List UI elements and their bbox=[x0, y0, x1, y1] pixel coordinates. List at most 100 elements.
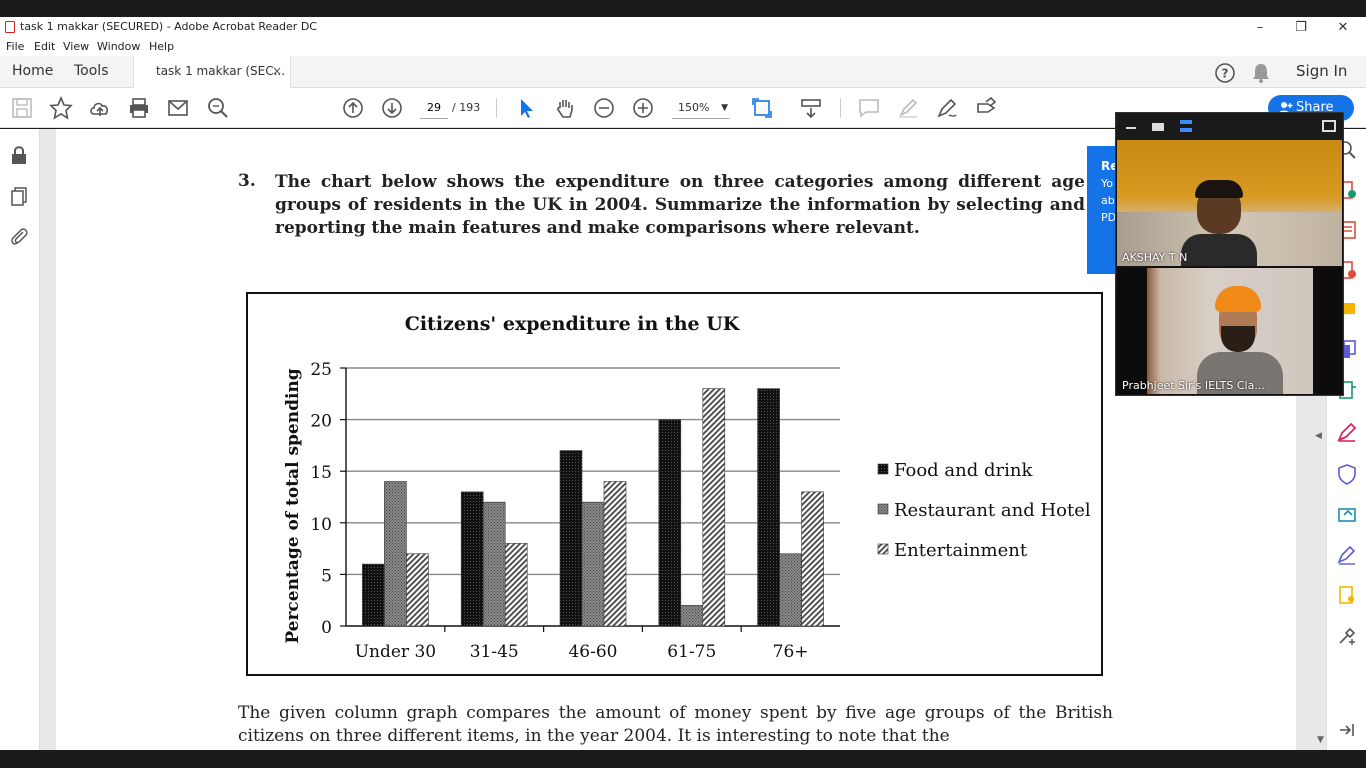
video-minimize-icon[interactable] bbox=[1126, 127, 1136, 129]
participant-video-2[interactable]: Prabhjeet Sir's IELTS Cla... bbox=[1117, 268, 1342, 394]
menu-window[interactable]: Window bbox=[97, 40, 141, 53]
sign-in-button[interactable]: Sign In bbox=[1296, 62, 1348, 80]
bar bbox=[658, 419, 682, 627]
tab-bar: Home Tools task 1 makkar (SEC... × ? Sig… bbox=[0, 56, 1366, 89]
bar bbox=[779, 553, 802, 627]
chart-bars bbox=[362, 388, 824, 627]
left-sidebar: ◀ bbox=[0, 129, 51, 750]
y-tick-label: 20 bbox=[310, 412, 332, 432]
scroll-mode-icon[interactable] bbox=[799, 96, 823, 120]
hand-tool-icon[interactable] bbox=[553, 96, 577, 120]
tab-close-icon[interactable]: × bbox=[271, 64, 282, 78]
info-popup[interactable]: Re Yo ab PD bbox=[1087, 146, 1117, 274]
y-tick-label: 0 bbox=[321, 618, 332, 638]
menu-file[interactable]: File bbox=[6, 40, 25, 53]
collapse-panel-icon[interactable] bbox=[1336, 719, 1358, 741]
comment-icon[interactable] bbox=[857, 96, 881, 120]
tab-home[interactable]: Home bbox=[12, 63, 54, 79]
toolbar-divider bbox=[840, 98, 841, 118]
chart-title: Citizens' expenditure in the UK bbox=[405, 313, 741, 335]
menu-bar: File Edit View Window Help bbox=[0, 38, 1366, 56]
x-tick-label: Under 30 bbox=[355, 642, 436, 662]
x-tick-label: 76+ bbox=[773, 642, 809, 662]
previous-page-icon[interactable] bbox=[341, 96, 365, 120]
bar bbox=[680, 605, 704, 627]
chart-y-ticks: 0 5 10 15 20 25 bbox=[310, 360, 332, 638]
bar bbox=[460, 491, 484, 627]
video-gallery-view-icon[interactable] bbox=[1180, 120, 1192, 132]
toolbar-divider bbox=[496, 98, 497, 118]
video-call-window[interactable]: AKSHAY T N Prabhjeet Sir's IELTS Cla... bbox=[1115, 112, 1344, 396]
chart-x-ticks: Under 30 31-45 46-60 61-75 76+ bbox=[355, 626, 809, 662]
zoom-out-icon[interactable] bbox=[592, 96, 616, 120]
participant-hair bbox=[1195, 180, 1243, 198]
bar bbox=[801, 491, 824, 627]
menu-help[interactable]: Help bbox=[149, 40, 175, 53]
upload-cloud-icon[interactable] bbox=[88, 96, 112, 120]
scroll-down-icon[interactable]: ▼ bbox=[1317, 735, 1324, 745]
legend-swatch bbox=[877, 503, 889, 515]
more-tools-icon[interactable] bbox=[1336, 625, 1358, 647]
sign-tool-icon[interactable] bbox=[974, 96, 998, 120]
x-tick-label: 61-75 bbox=[667, 642, 716, 662]
combine-files-icon[interactable] bbox=[1336, 339, 1358, 361]
legend-swatch bbox=[877, 463, 889, 475]
menu-view[interactable]: View bbox=[63, 40, 90, 53]
attachment-icon[interactable] bbox=[9, 226, 29, 246]
help-icon[interactable]: ? bbox=[1214, 62, 1236, 84]
page-number-input[interactable] bbox=[420, 97, 448, 119]
zoom-in-icon[interactable] bbox=[631, 96, 655, 120]
chart-ylabel: Percentage of total spending bbox=[283, 368, 303, 643]
video-expand-icon[interactable] bbox=[1322, 120, 1336, 132]
bar bbox=[362, 563, 385, 627]
lock-icon[interactable] bbox=[9, 145, 29, 165]
next-page-icon[interactable] bbox=[380, 96, 404, 120]
popup-title: Re bbox=[1101, 159, 1117, 173]
participant-name: Prabhjeet Sir's IELTS Cla... bbox=[1122, 379, 1265, 392]
answer-text: The given column graph compares the amou… bbox=[238, 703, 1113, 746]
bar bbox=[384, 481, 407, 627]
zoom-level-select[interactable]: 150% ▼ bbox=[672, 97, 730, 119]
bar bbox=[702, 388, 726, 627]
tab-document-label: task 1 makkar (SEC... bbox=[156, 64, 286, 78]
title-bar: task 1 makkar (SECURED) - Adobe Acrobat … bbox=[0, 17, 1366, 38]
y-tick-label: 5 bbox=[321, 566, 332, 586]
protect-shield-icon[interactable] bbox=[1336, 463, 1358, 485]
print-icon[interactable] bbox=[127, 96, 151, 120]
draw-freehand-icon[interactable] bbox=[935, 96, 959, 120]
email-icon[interactable] bbox=[166, 96, 190, 120]
save-icon[interactable] bbox=[10, 96, 34, 120]
certificate-icon[interactable] bbox=[1336, 584, 1358, 606]
signature-pen-icon[interactable] bbox=[1336, 544, 1358, 566]
participant-name: AKSHAY T N bbox=[1122, 251, 1188, 264]
bar bbox=[504, 543, 528, 627]
participant-turban bbox=[1215, 286, 1261, 312]
fill-sign-icon[interactable] bbox=[1336, 421, 1358, 443]
bell-icon[interactable] bbox=[1251, 62, 1271, 84]
bar bbox=[482, 501, 506, 627]
menu-edit[interactable]: Edit bbox=[34, 40, 56, 53]
star-icon[interactable] bbox=[49, 95, 73, 120]
restore-button[interactable]: ❐ bbox=[1295, 20, 1307, 35]
close-window-button[interactable]: ✕ bbox=[1337, 20, 1349, 35]
tab-tools[interactable]: Tools bbox=[74, 63, 109, 79]
send-sign-icon[interactable] bbox=[1336, 503, 1358, 525]
video-single-view-icon[interactable] bbox=[1152, 123, 1164, 131]
search-zoom-icon[interactable] bbox=[206, 96, 230, 120]
minimize-button[interactable]: – bbox=[1256, 20, 1264, 35]
screen-bottom-strip bbox=[0, 750, 1366, 768]
fit-page-icon[interactable] bbox=[750, 96, 774, 120]
legend-label: Food and drink bbox=[894, 460, 1033, 481]
y-tick-label: 10 bbox=[310, 515, 332, 535]
tab-document[interactable]: task 1 makkar (SEC... × bbox=[133, 56, 291, 89]
participant-video-1[interactable]: AKSHAY T N bbox=[1117, 140, 1342, 266]
popup-line: Yo bbox=[1101, 177, 1113, 190]
x-tick-label: 46-60 bbox=[568, 642, 617, 662]
x-tick-label: 31-45 bbox=[470, 642, 519, 662]
pages-icon[interactable] bbox=[9, 186, 29, 206]
popup-line: ab bbox=[1101, 194, 1115, 207]
highlight-pen-icon[interactable] bbox=[896, 96, 920, 120]
select-cursor-icon[interactable] bbox=[514, 96, 538, 120]
bar bbox=[559, 450, 583, 627]
collapse-right-icon[interactable]: ◀ bbox=[1315, 431, 1322, 441]
